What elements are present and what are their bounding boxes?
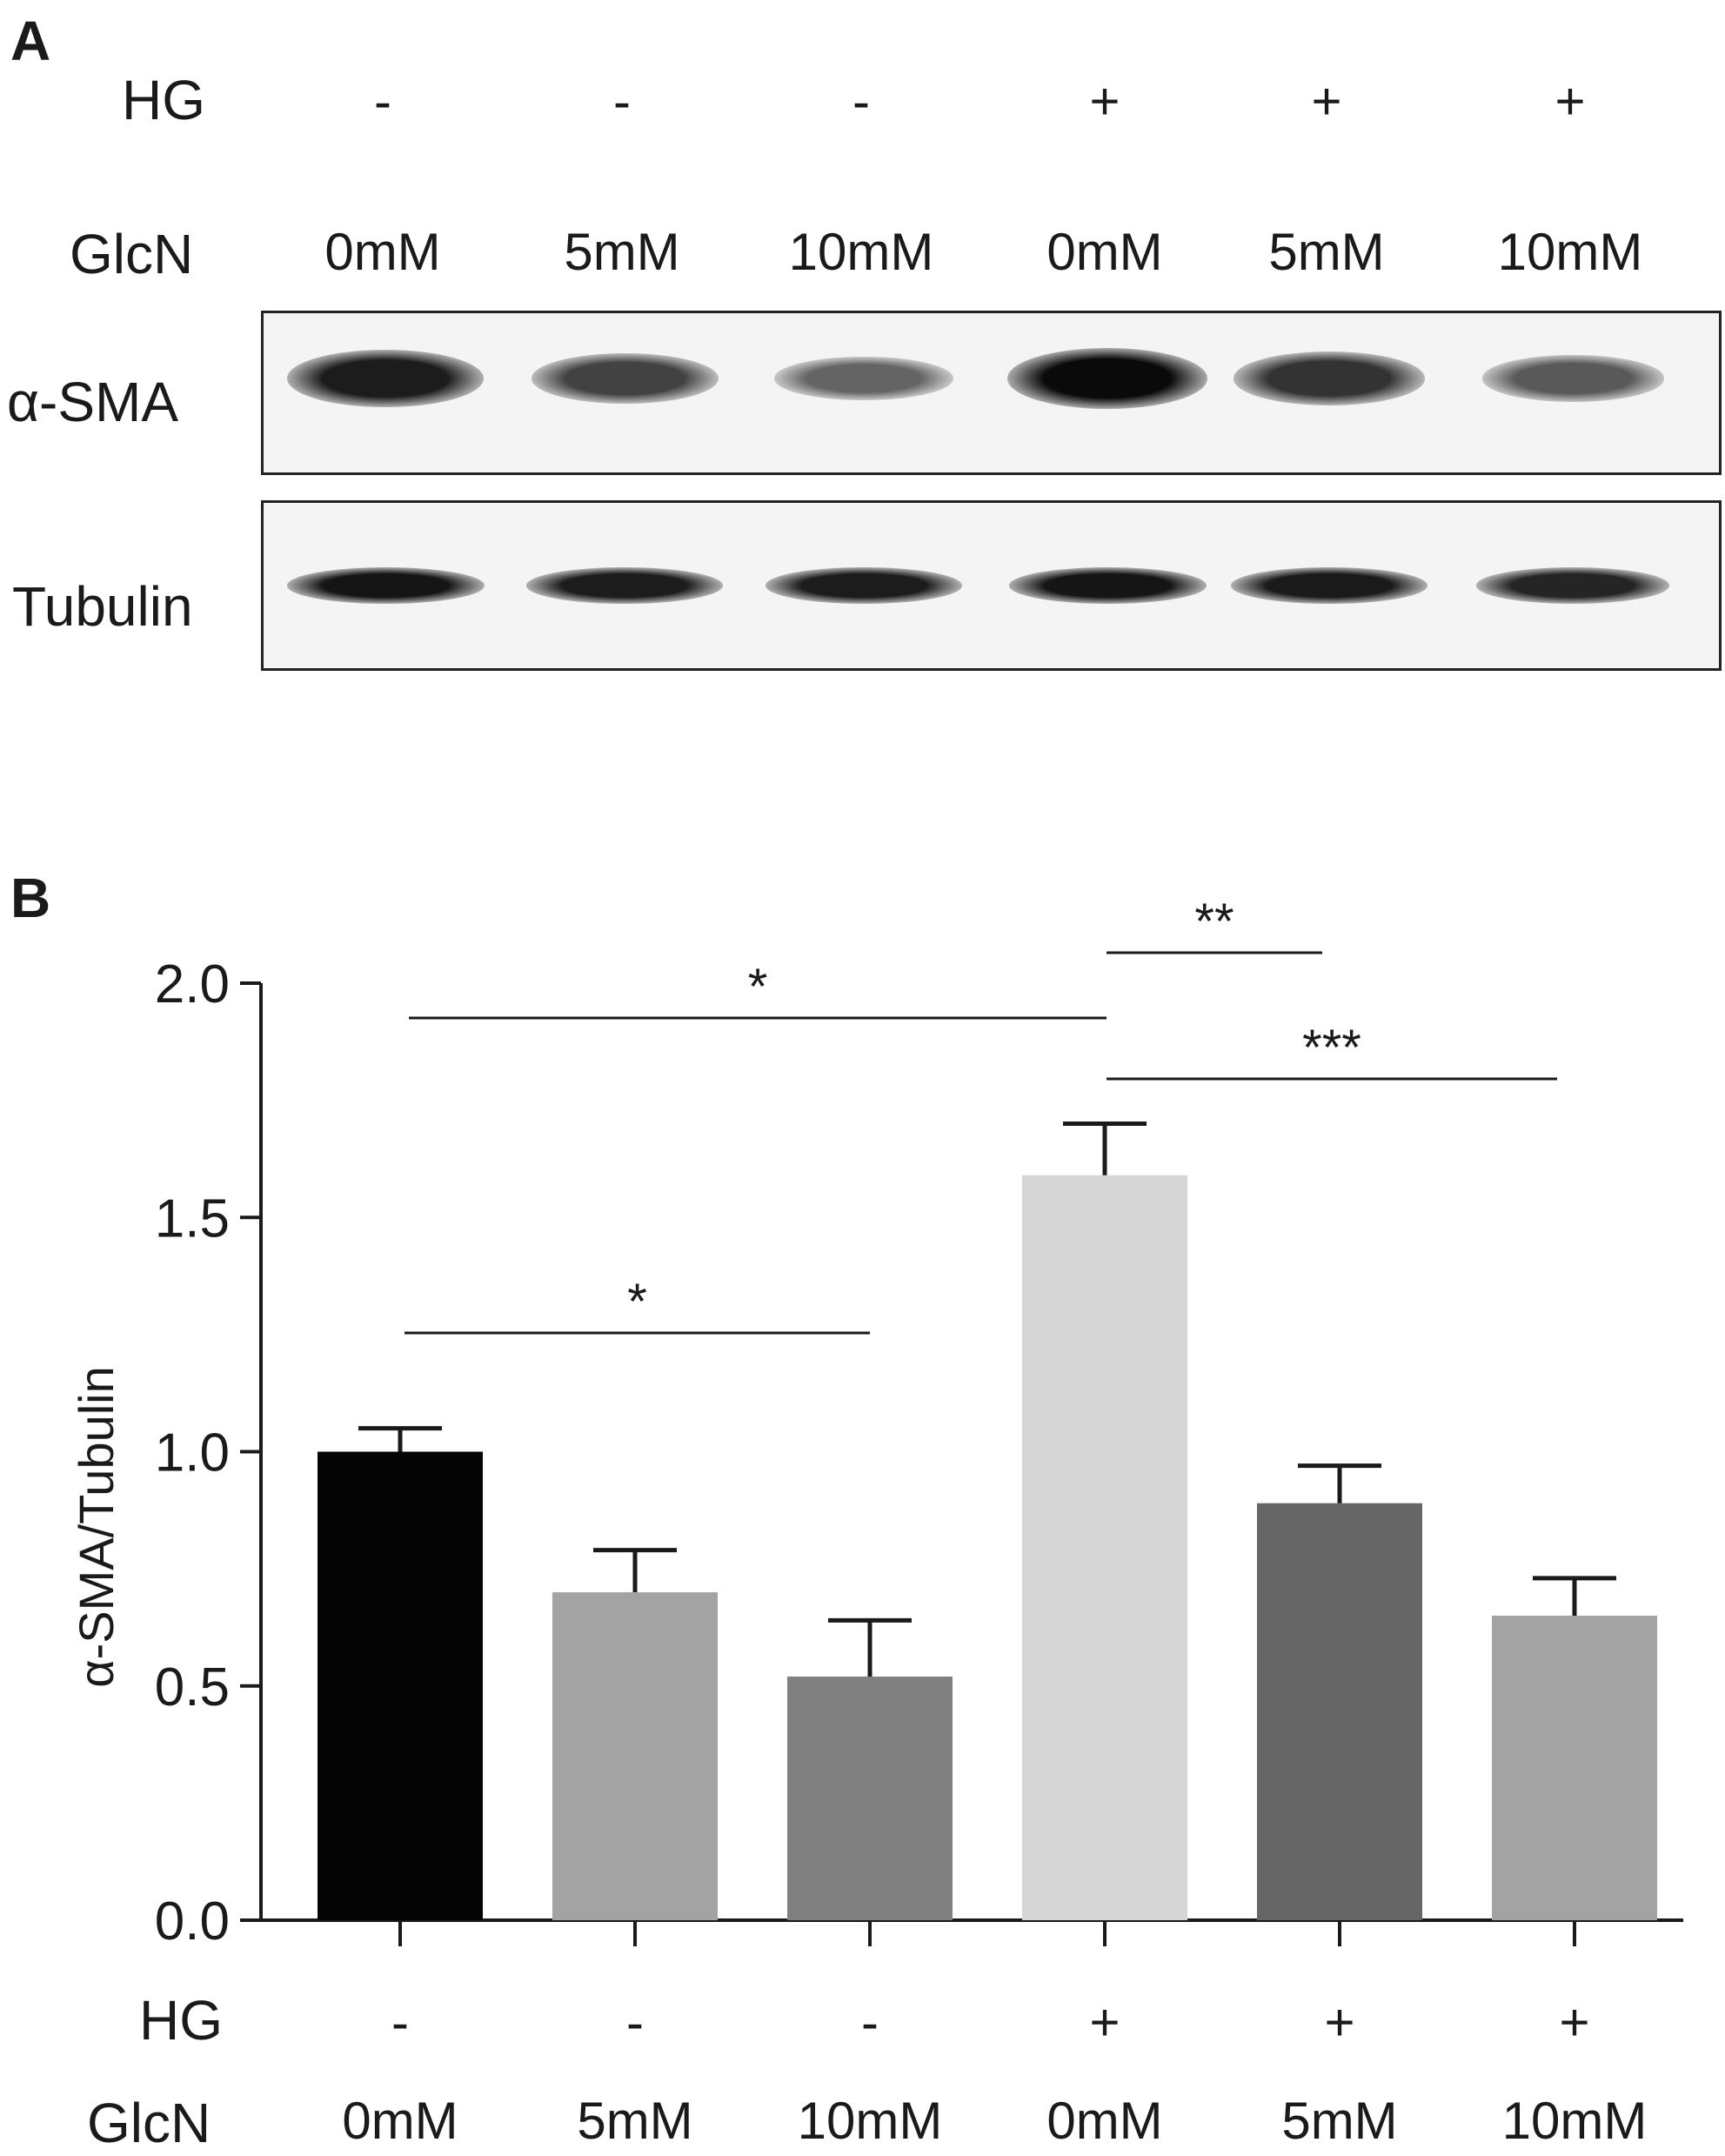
panel-b-hg-cond-0: - xyxy=(391,1993,409,2052)
chart-axes: 0.0 0.5 1.0 1.5 2.0 xyxy=(155,954,1683,1952)
bar-5 xyxy=(1492,1615,1657,1920)
bar-0 xyxy=(318,1451,483,1920)
y-tick-label: 0.0 xyxy=(155,1892,230,1952)
significance-label-1: * xyxy=(627,1274,647,1330)
panel-a-glcn-label: GlcN xyxy=(70,223,194,285)
y-tick-label: 1.5 xyxy=(155,1188,230,1249)
panel-b-glcn-label: GlcN xyxy=(87,2092,211,2154)
alpha-sma-blot xyxy=(261,311,1722,475)
y-axis-label: α-SMA/Tubulin xyxy=(69,1366,124,1688)
bar-chart: 0.00.51.01.52.0 ******* α-SMA/Tubulin xyxy=(69,894,1683,1952)
bar-2 xyxy=(787,1676,953,1920)
blot-band xyxy=(531,353,719,404)
blot-band xyxy=(774,356,953,401)
bar-3 xyxy=(1022,1175,1187,1920)
panel-b-glcn-cond-5: 10mM xyxy=(1501,2092,1648,2150)
panel-a-glcn-cond-2: 10mM xyxy=(788,223,934,281)
tubulin-blot xyxy=(261,500,1722,671)
panel-b-hg-cond-2: - xyxy=(861,1993,879,2052)
panel-a-letter: A xyxy=(10,10,51,72)
panel-a-glcn-cond-3: 0mM xyxy=(1046,223,1163,281)
panel-b-glcn-cond-3: 0mM xyxy=(1046,2092,1163,2150)
chart-bars xyxy=(318,1175,1657,1920)
blot-band xyxy=(287,349,484,408)
panel-b-glcn-cond-0: 0mM xyxy=(342,2092,458,2150)
blot-band xyxy=(526,567,723,604)
panel-a-hg-cond-2: - xyxy=(852,72,870,131)
y-tick-label: 2.0 xyxy=(155,954,230,1014)
panel-b-glcn-cond-2: 10mM xyxy=(797,2092,943,2150)
panel-b-glcn-cond-4: 5mM xyxy=(1281,2092,1398,2150)
blot-band xyxy=(1231,567,1427,604)
y-tick-label: 1.0 xyxy=(155,1423,230,1483)
panel-a-hg-cond-5: + xyxy=(1555,72,1586,131)
bar-4 xyxy=(1257,1503,1422,1920)
panel-b-letter: B xyxy=(10,867,51,929)
blot-band xyxy=(1008,567,1207,604)
y-tick-label: 0.5 xyxy=(155,1657,230,1717)
panel-a-glcn-cond-0: 0mM xyxy=(324,223,441,281)
panel-a-hg-label: HG xyxy=(122,69,205,131)
blot-band xyxy=(1481,355,1664,402)
panel-a-glcn-cond-4: 5mM xyxy=(1268,223,1385,281)
panel-a-hg-cond-0: - xyxy=(374,72,391,131)
bar-1 xyxy=(552,1592,718,1920)
significance-label-0: * xyxy=(748,959,768,1015)
blot-band xyxy=(1475,567,1670,604)
blot-label-tubulin: Tubulin xyxy=(12,575,193,638)
panel-b-hg-cond-5: + xyxy=(1559,1993,1590,2052)
blot-band xyxy=(766,567,962,604)
blot-label-alpha-sma: α-SMA xyxy=(7,371,178,433)
panel-b-hg-cond-4: + xyxy=(1324,1993,1355,2052)
panel-b-hg-cond-1: - xyxy=(626,1993,644,2052)
panel-a-hg-cond-3: + xyxy=(1089,72,1120,131)
chart-error-bars xyxy=(358,1122,1616,1677)
significance-label-3: *** xyxy=(1302,1020,1361,1076)
blot-band xyxy=(1007,348,1207,409)
panel-a-hg-cond-1: - xyxy=(613,72,631,131)
panel-a-glcn-cond-5: 10mM xyxy=(1497,223,1643,281)
significance-label-2: ** xyxy=(1194,894,1234,950)
blot-band xyxy=(286,567,485,604)
panel-a-hg-cond-4: + xyxy=(1311,72,1342,131)
panel-b-hg-label: HG xyxy=(139,1989,223,2052)
blot-band xyxy=(1234,352,1425,405)
chart-significance: ******* xyxy=(405,894,1557,1335)
panel-b-glcn-cond-1: 5mM xyxy=(577,2092,693,2150)
panel-a-glcn-cond-1: 5mM xyxy=(564,223,680,281)
panel-b-hg-cond-3: + xyxy=(1089,1993,1120,2052)
